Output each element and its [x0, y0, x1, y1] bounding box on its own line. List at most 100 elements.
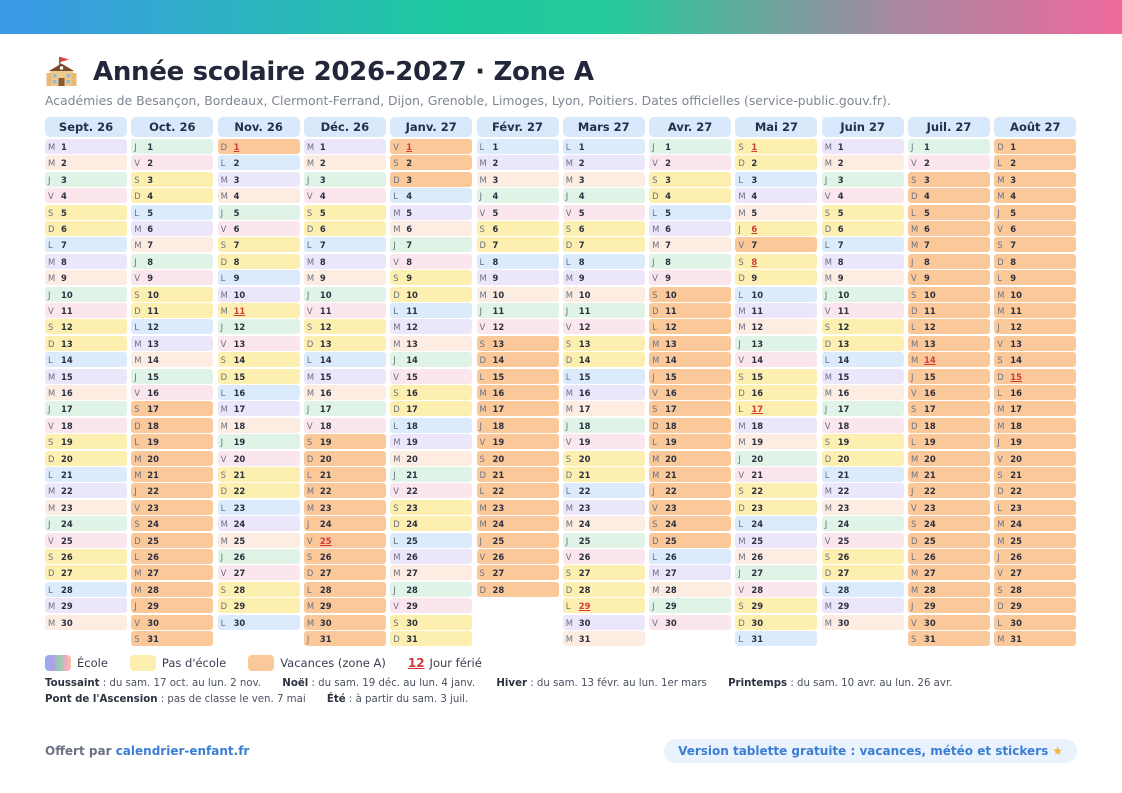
weekday-letter: J	[997, 552, 1000, 562]
weekday-letter: D	[306, 224, 314, 234]
weekday-letter: S	[738, 371, 744, 382]
day-number: 2	[578, 158, 585, 169]
day-cell: V 19	[562, 434, 645, 450]
day-number: 2	[837, 158, 844, 169]
weekday-letter: M	[134, 453, 142, 464]
day-cell: M 11	[217, 303, 300, 318]
day-number: 24	[61, 519, 73, 530]
day-number: 31	[319, 634, 332, 644]
weekday-letter: J	[306, 404, 310, 415]
weekday-letter: M	[479, 273, 487, 284]
day-number: 11	[61, 306, 73, 316]
day-cell: L 21	[45, 467, 127, 482]
note-toussaint-label: Toussaint	[45, 678, 100, 689]
day-cell: S 23	[390, 499, 473, 515]
day-number: 2	[1010, 158, 1017, 169]
day-number: 1	[924, 142, 930, 152]
day-cell: V 13	[994, 335, 1077, 351]
weekday-letter: J	[911, 256, 914, 267]
day-cell: M 23	[562, 499, 645, 515]
weekday-letter: L	[479, 371, 485, 382]
day-cell: V 12	[562, 319, 645, 335]
day-number: 26	[665, 552, 677, 562]
weekday-letter: J	[911, 371, 914, 382]
day-cell: D 20	[303, 450, 386, 466]
weekday-letter: S	[997, 584, 1003, 595]
weekday-letter: M	[393, 224, 401, 234]
day-cell: J 18	[562, 417, 645, 433]
weekday-letter: S	[824, 437, 831, 448]
day-number: 12	[147, 322, 159, 333]
day-number: 26	[406, 552, 418, 562]
day-cell: M 20	[390, 450, 473, 466]
day-cell: V 23	[908, 499, 990, 515]
weekday-letter: J	[738, 338, 741, 349]
weekday-letter: M	[565, 289, 574, 300]
weekday-letter: V	[134, 158, 141, 169]
day-number: 16	[1010, 388, 1022, 398]
tablet-promo-button[interactable]: Version tablette gratuite : vacances, mé…	[664, 739, 1077, 763]
day-cell: M 30	[821, 614, 904, 630]
star-icon: ★	[1052, 744, 1063, 758]
weekday-letter: D	[479, 240, 486, 251]
weekday-letter: V	[48, 420, 54, 431]
legend-vacances-label: Vacances (zone A)	[280, 656, 386, 670]
day-cell: D 29	[217, 598, 300, 614]
day-number: 24	[751, 519, 764, 530]
site-link[interactable]: calendrier-enfant.fr	[115, 744, 250, 758]
weekday-letter: V	[479, 207, 486, 218]
legend-ecole: École	[45, 655, 108, 671]
day-cell: M 27	[131, 565, 214, 581]
day-cell: M 14	[131, 352, 214, 368]
day-number: 17	[492, 404, 505, 415]
legend: École Pas d'école Vacances (zone A) 12 J…	[45, 655, 504, 671]
day-cell: S 12	[821, 319, 904, 335]
day-cell: M 18	[735, 417, 818, 433]
weekday-letter: M	[306, 502, 315, 513]
day-cell: D 20	[821, 450, 904, 466]
day-cell: M 11	[994, 303, 1077, 318]
day-cell: M 21	[649, 467, 732, 482]
day-cell: L 15	[562, 368, 645, 384]
weekday-letter: D	[824, 453, 832, 464]
day-number: 30	[319, 617, 332, 628]
day-cell: L 14	[303, 352, 386, 368]
day-cell: S 31	[131, 631, 214, 646]
day-number: 1	[837, 142, 844, 152]
weekday-letter: D	[997, 256, 1004, 267]
day-number: 24	[1010, 519, 1022, 530]
weekday-letter: J	[652, 486, 655, 497]
day-cell: D 22	[217, 483, 300, 499]
weekday-letter: L	[48, 240, 53, 251]
day-cell: L 19	[908, 434, 990, 450]
day-cell: J 25	[562, 532, 645, 548]
weekday-letter: M	[306, 617, 315, 628]
day-cell: M 23	[821, 499, 904, 515]
day-cell: D 27	[303, 565, 386, 581]
day-cell: M 16	[821, 385, 904, 400]
day-cell: M 12	[390, 319, 473, 335]
weekday-letter: V	[306, 420, 313, 431]
day-cell: M 24	[476, 516, 559, 532]
weekday-letter: V	[48, 535, 54, 546]
weekday-letter: M	[393, 568, 401, 579]
day-number: 19	[751, 437, 764, 448]
day-cell: M 27	[390, 565, 473, 581]
weekday-letter: D	[565, 240, 573, 251]
note-ascension: Pont de l'Ascension : pas de classe le v…	[45, 694, 306, 705]
weekday-letter: V	[652, 273, 658, 284]
weekday-letter: L	[393, 420, 398, 431]
weekday-letter: M	[997, 519, 1005, 530]
day-number: 9	[1010, 273, 1017, 284]
day-number: 28	[1010, 584, 1022, 595]
